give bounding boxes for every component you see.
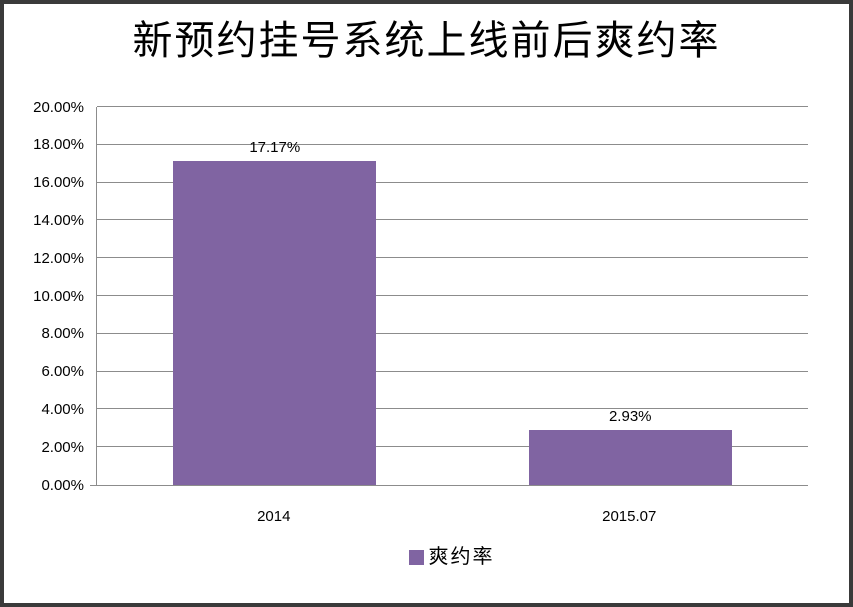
- y-axis-label: 14.00%: [33, 211, 84, 229]
- gridline: [97, 219, 808, 221]
- gridline: [97, 332, 808, 334]
- x-axis-label: 2015.07: [602, 508, 657, 525]
- gridline: [97, 143, 808, 145]
- legend-swatch: [408, 549, 424, 565]
- y-axis-label: 10.00%: [33, 287, 84, 305]
- y-axis-label: 20.00%: [33, 98, 84, 116]
- bar-2015.07: [528, 429, 732, 485]
- gridline: [97, 408, 808, 410]
- chart-title: 新预约挂号系统上线前后爽约率: [132, 18, 721, 63]
- legend: 爽约率: [96, 547, 807, 567]
- y-axis-label: 0.00%: [41, 476, 84, 494]
- gridline: [97, 181, 808, 183]
- y-axis-label: 6.00%: [41, 363, 84, 381]
- gridline: [97, 257, 808, 259]
- x-axis-label: 2014: [257, 508, 291, 525]
- gridline: [97, 295, 808, 296]
- y-axis-label: 18.00%: [33, 136, 84, 154]
- gridline: [97, 370, 808, 372]
- data-label-2014: 17.17%: [249, 138, 301, 156]
- data-label-2015.07: 2.93%: [608, 407, 652, 425]
- bar-2014: [173, 160, 377, 485]
- y-axis-label: 12.00%: [33, 249, 84, 267]
- y-axis-label: 2.00%: [41, 438, 84, 456]
- plot-area: 17.17% 2.93%: [90, 106, 808, 486]
- gridline: [97, 106, 808, 107]
- y-axis-label: 8.00%: [41, 325, 84, 343]
- y-axis-label: 4.00%: [41, 400, 84, 418]
- axis-tick: [90, 485, 96, 486]
- legend-label: 爽约率: [428, 546, 495, 568]
- y-axis-label: 16.00%: [33, 174, 84, 192]
- gridline: [97, 446, 808, 448]
